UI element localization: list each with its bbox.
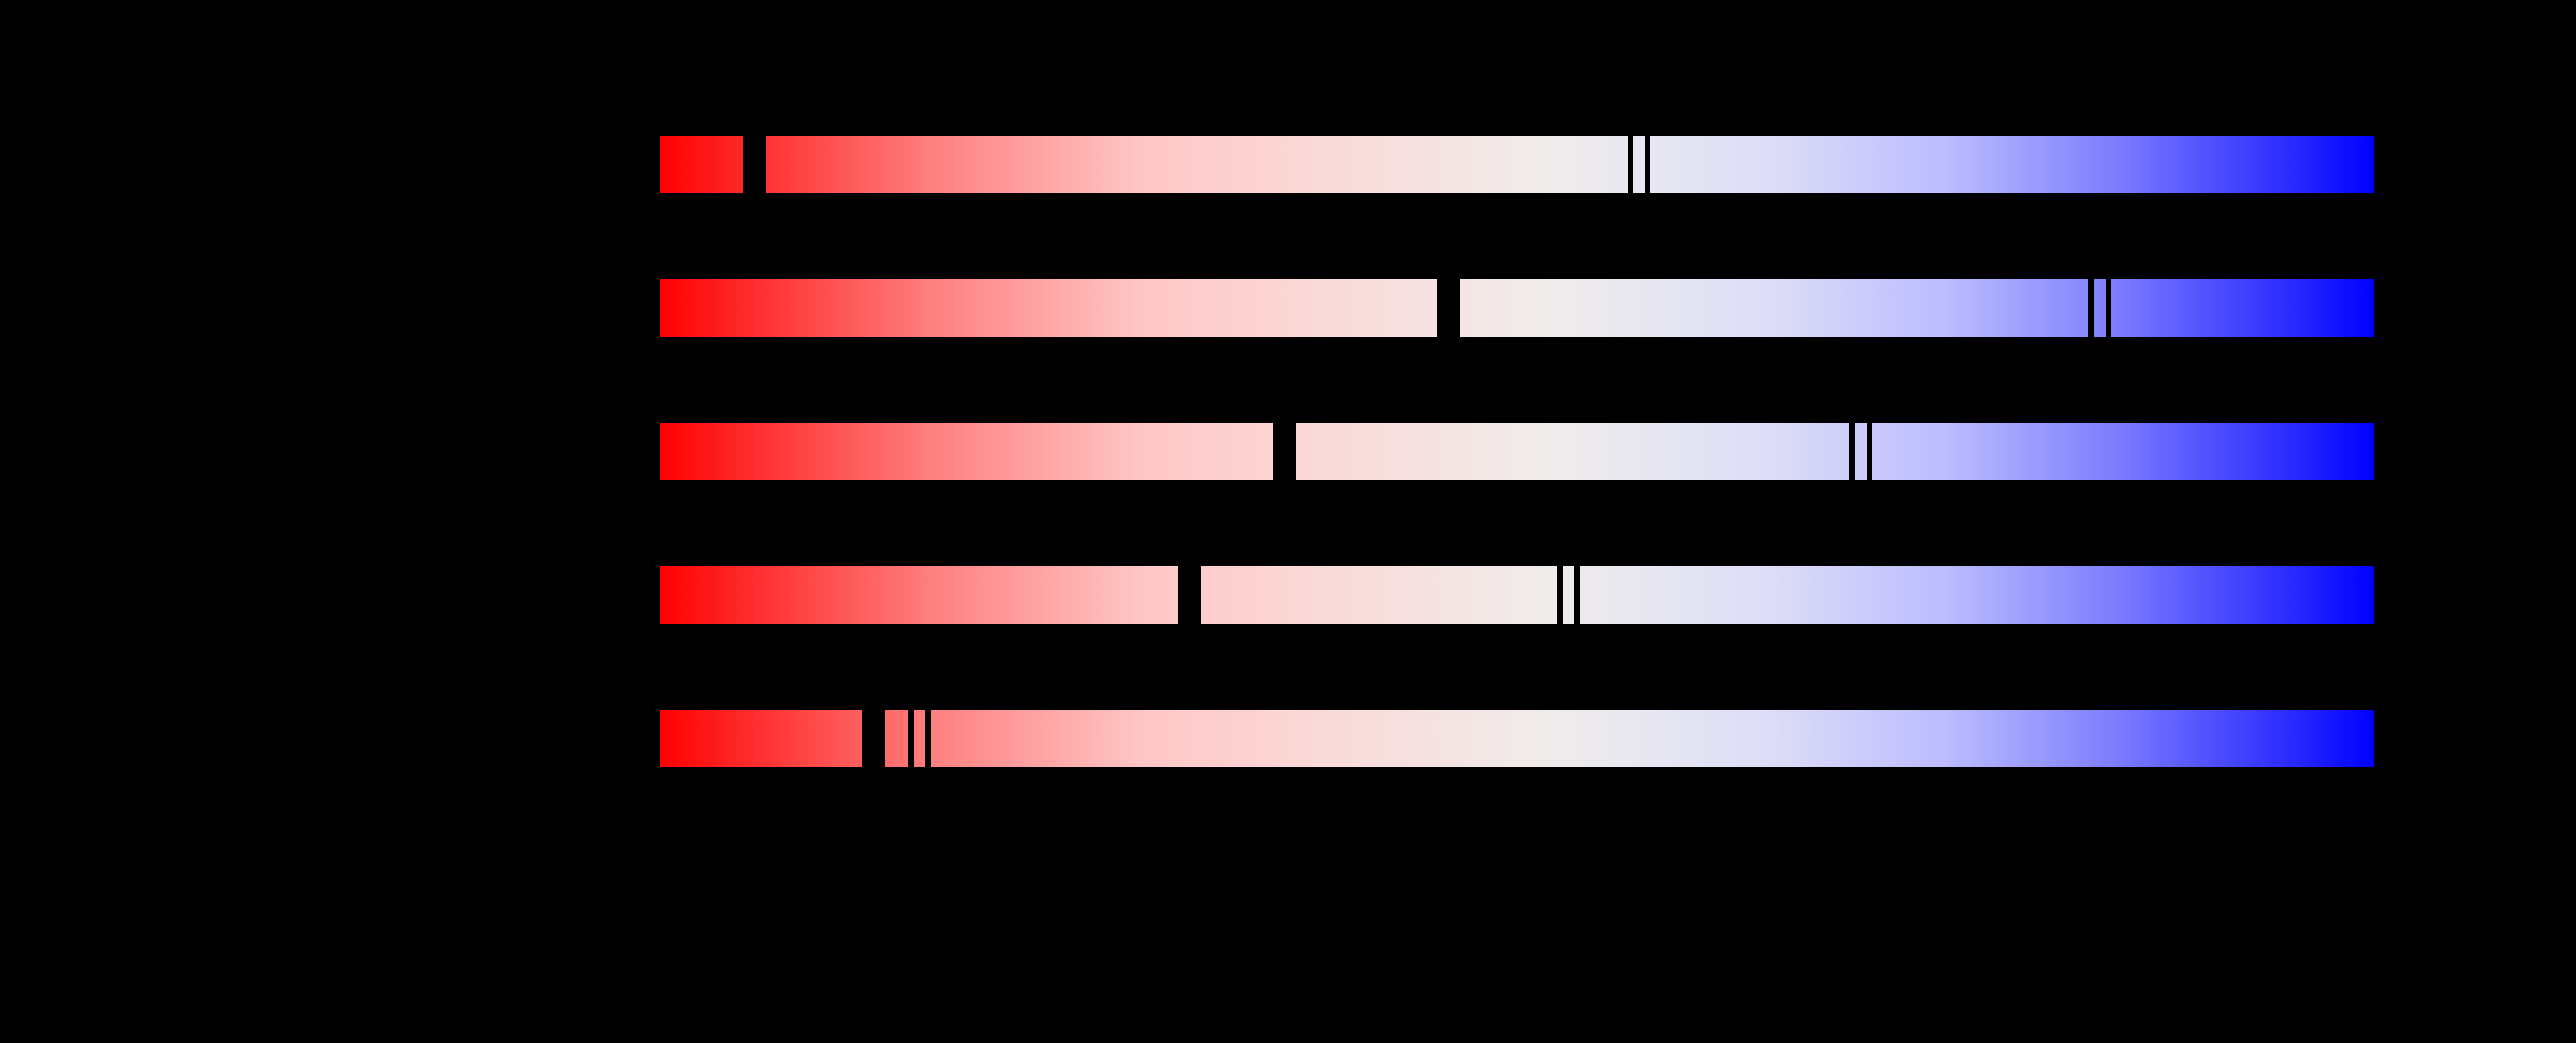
gradient-bar-row-4 (660, 565, 2374, 625)
tick-cut-row-4 (1557, 565, 1563, 625)
tick-cut-row-5 (908, 708, 914, 769)
segment-gap-cut-row-1 (743, 134, 766, 194)
segment-gap-cut-row-3 (1273, 421, 1296, 481)
segment-gap-cut-row-5 (862, 708, 885, 769)
tick-cut-row-2 (2088, 278, 2094, 338)
gradient-bar-row-2 (660, 278, 2374, 338)
tick-cut-row-1 (1645, 134, 1650, 194)
gradient-bar-row-1 (660, 134, 2374, 194)
tick-cut-row-5 (925, 708, 931, 769)
segment-gap-cut-row-2 (1437, 278, 1460, 338)
gradient-bar-row-3 (660, 421, 2374, 481)
tick-cut-row-4 (1574, 565, 1580, 625)
gradient-bar-row-5 (660, 708, 2374, 769)
tick-cut-row-1 (1628, 134, 1633, 194)
tick-cut-row-2 (2106, 278, 2111, 338)
segment-gap-cut-row-4 (1178, 565, 1201, 625)
tick-cut-row-3 (1849, 421, 1855, 481)
tick-cut-row-3 (1867, 421, 1872, 481)
